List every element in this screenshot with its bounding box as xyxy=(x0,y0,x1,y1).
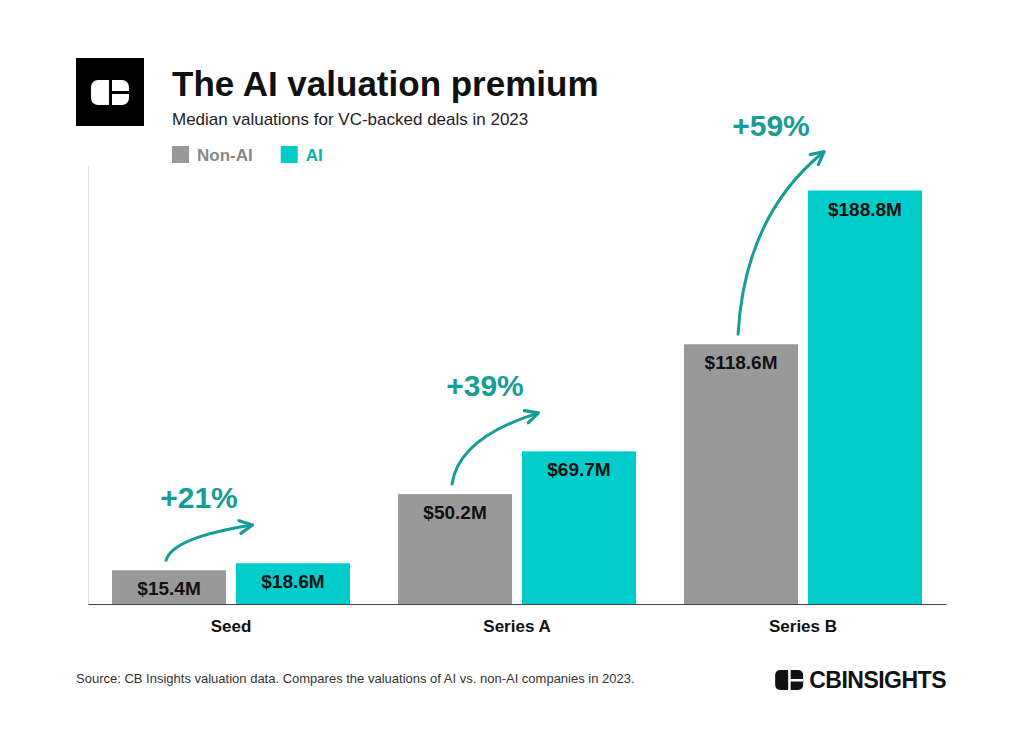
annotations: +21% +39% +59% xyxy=(160,109,823,561)
legend: Non-AI AI xyxy=(172,146,323,165)
bar xyxy=(522,451,636,604)
data-label: $188.8M xyxy=(828,199,902,220)
brand-icon-shape xyxy=(775,670,803,690)
x-tick-label: Series B xyxy=(769,617,837,636)
annotation-label: +39% xyxy=(446,369,524,402)
brand-name: CBINSIGHTS xyxy=(809,667,946,693)
logo-cut xyxy=(112,91,129,94)
x-axis-line xyxy=(89,604,947,605)
source-note: Source: CB Insights valuation data. Comp… xyxy=(76,671,635,686)
legend-label: Non-AI xyxy=(197,146,253,165)
data-label: $18.6M xyxy=(261,571,324,592)
legend-swatch xyxy=(172,146,189,163)
brand-icon-cut xyxy=(790,679,803,682)
bar xyxy=(684,344,798,604)
annotation-arrow xyxy=(166,525,251,560)
x-tick: Series B xyxy=(769,617,837,636)
bars xyxy=(112,191,922,604)
annotation-label: +21% xyxy=(160,481,238,514)
x-tick: Seed xyxy=(211,617,252,636)
chart-svg: The AI valuation premium Median valuation… xyxy=(0,0,1024,730)
logo-cut xyxy=(109,80,112,105)
annotation-arrow xyxy=(452,413,537,484)
y-axis xyxy=(88,167,89,605)
bar xyxy=(236,563,350,604)
logo-shape xyxy=(91,80,129,105)
bar xyxy=(398,494,512,604)
brand-icon xyxy=(775,670,803,690)
data-label: $69.7M xyxy=(547,459,610,480)
chart-container: The AI valuation premium Median valuation… xyxy=(0,0,1024,730)
background xyxy=(0,0,1024,730)
x-tick-label: Seed xyxy=(211,617,252,636)
logo-box xyxy=(76,58,144,126)
bar xyxy=(112,570,226,604)
x-tick-label: Series A xyxy=(483,617,550,636)
annotation-label: +59% xyxy=(732,109,810,142)
x-tick: Series A xyxy=(483,617,550,636)
y-axis-line xyxy=(88,167,89,605)
legend-swatch xyxy=(281,146,298,163)
x-axis: Seed Series A Series B xyxy=(89,605,947,637)
title: The AI valuation premium xyxy=(172,64,599,103)
annotation-arrow xyxy=(738,153,823,335)
data-labels: $15.4M $50.2M $118.6M $18.6M $69.7M $188.8M xyxy=(137,199,902,600)
data-label: $15.4M xyxy=(137,578,200,599)
bar xyxy=(808,191,922,604)
data-label: $50.2M xyxy=(423,502,486,523)
subtitle: Median valuations for VC-backed deals in… xyxy=(172,110,528,129)
logo-icon xyxy=(76,58,144,126)
data-label: $118.6M xyxy=(705,352,778,373)
legend-label: AI xyxy=(306,146,323,165)
